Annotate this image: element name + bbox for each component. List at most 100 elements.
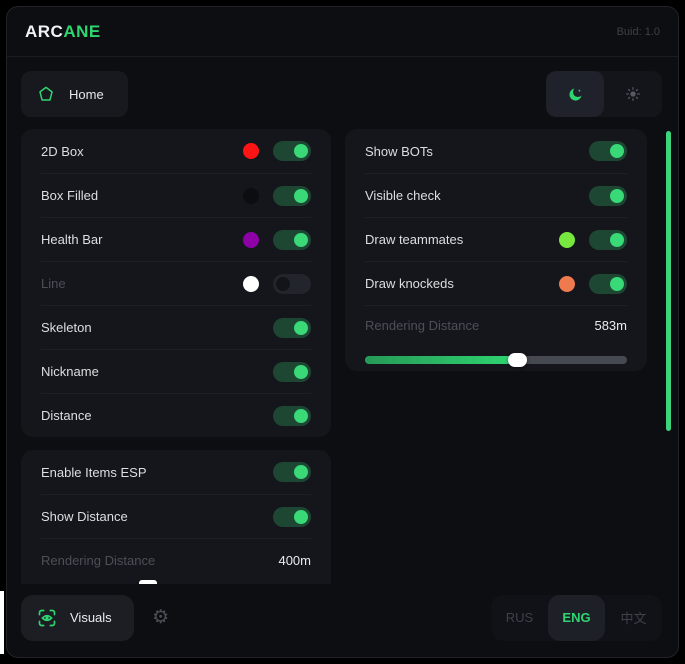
toggle-switch[interactable] bbox=[273, 185, 311, 206]
setting-row-visible-check: Visible check bbox=[365, 173, 627, 217]
tab-visuals[interactable]: Visuals bbox=[21, 594, 134, 641]
setting-label: Rendering Distance bbox=[41, 553, 156, 568]
footer-bar: Visuals ⚙ RUS ENG 中文 bbox=[7, 584, 678, 657]
footer-tabs: Visuals ⚙ bbox=[21, 594, 182, 641]
setting-label: Enable Items ESP bbox=[41, 464, 147, 480]
nav-bar: Home bbox=[7, 57, 678, 123]
setting-row-box-filled: Box Filled bbox=[41, 173, 311, 217]
color-swatch[interactable] bbox=[243, 187, 259, 204]
panel-players: Show BOTs Visible check Draw teammates D… bbox=[345, 129, 647, 371]
theme-toggle-group bbox=[546, 71, 662, 117]
slider-thumb[interactable] bbox=[507, 353, 527, 367]
toggle-knob bbox=[294, 408, 308, 423]
toggle-knob bbox=[610, 144, 624, 158]
rendering-distance-slider[interactable] bbox=[365, 349, 627, 371]
slider-thumb[interactable] bbox=[139, 580, 157, 584]
color-swatch[interactable] bbox=[243, 231, 259, 248]
setting-row-nickname: Nickname bbox=[41, 349, 311, 393]
gear-icon: ⚙ bbox=[152, 607, 170, 628]
content-area: 2D Box Box Filled Health Bar Line bbox=[7, 123, 678, 584]
rendering-distance-value: 583m bbox=[594, 318, 627, 333]
rendering-distance-value: 400m bbox=[278, 553, 311, 568]
setting-label: Show Distance bbox=[41, 509, 128, 524]
toggle-switch[interactable] bbox=[589, 185, 627, 206]
logo-prefix: ARC bbox=[25, 21, 64, 41]
setting-row-show-bots: Show BOTs bbox=[365, 129, 627, 173]
desktop-edge-artifact bbox=[0, 591, 4, 654]
toggle-knob bbox=[294, 232, 308, 247]
toggle-knob bbox=[610, 276, 624, 291]
toggle-knob bbox=[610, 188, 624, 203]
toggle-switch[interactable] bbox=[589, 273, 627, 294]
setting-label: Distance bbox=[41, 408, 92, 423]
setting-row-draw-knockeds: Draw knockeds bbox=[365, 261, 627, 305]
panel-items-esp: Enable Items ESP Show Distance Rendering… bbox=[21, 450, 331, 584]
left-column: 2D Box Box Filled Health Bar Line bbox=[21, 129, 331, 584]
setting-label: Draw knockeds bbox=[365, 276, 454, 291]
lang-zh-button[interactable]: 中文 bbox=[620, 611, 647, 626]
setting-row-enable-items-esp: Enable Items ESP bbox=[41, 450, 311, 494]
home-icon bbox=[39, 86, 53, 101]
eye-scan-icon bbox=[38, 609, 56, 626]
setting-row-rendering-distance-players: Rendering Distance 583m bbox=[365, 305, 627, 345]
setting-label: Skeleton bbox=[41, 320, 92, 335]
logo-suffix: ANE bbox=[63, 21, 101, 41]
setting-label: Line bbox=[41, 276, 66, 291]
toggle-knob bbox=[294, 364, 308, 379]
tab-home[interactable]: Home bbox=[21, 71, 128, 117]
scrollbar[interactable] bbox=[666, 131, 671, 431]
language-switcher: RUS ENG 中文 bbox=[491, 594, 662, 641]
toggle-switch[interactable] bbox=[273, 273, 311, 294]
toggle-knob bbox=[294, 509, 308, 524]
lang-eng-button[interactable]: ENG bbox=[548, 594, 605, 641]
setting-label: Rendering Distance bbox=[365, 318, 480, 333]
toggle-knob bbox=[294, 144, 308, 158]
setting-label: Health Bar bbox=[41, 232, 103, 247]
panel-player-esp: 2D Box Box Filled Health Bar Line bbox=[21, 129, 331, 437]
setting-row-health-bar: Health Bar bbox=[41, 217, 311, 261]
setting-label: 2D Box bbox=[41, 143, 84, 159]
color-swatch[interactable] bbox=[559, 231, 575, 248]
toggle-knob bbox=[610, 232, 624, 247]
slider-fill bbox=[365, 353, 527, 367]
setting-row-line: Line bbox=[41, 261, 311, 305]
toggle-switch[interactable] bbox=[273, 405, 311, 426]
app-window: ARCANE Buid: 1.0 Home bbox=[6, 6, 679, 658]
setting-row-rendering-distance-items: Rendering Distance 400m bbox=[41, 538, 311, 582]
slider-track[interactable] bbox=[365, 353, 627, 367]
setting-row-skeleton: Skeleton bbox=[41, 305, 311, 349]
color-swatch[interactable] bbox=[559, 275, 575, 292]
setting-label: Nickname bbox=[41, 364, 99, 379]
toggle-switch[interactable] bbox=[273, 361, 311, 382]
dark-mode-button[interactable] bbox=[546, 71, 604, 117]
color-swatch[interactable] bbox=[243, 143, 259, 159]
toggle-switch[interactable] bbox=[589, 141, 627, 161]
toggle-switch[interactable] bbox=[589, 229, 627, 250]
setting-row-draw-teammates: Draw teammates bbox=[365, 217, 627, 261]
toggle-switch[interactable] bbox=[273, 462, 311, 482]
toggle-knob bbox=[294, 320, 308, 335]
setting-label: Visible check bbox=[365, 188, 441, 203]
light-mode-button[interactable] bbox=[604, 71, 662, 117]
toggle-switch[interactable] bbox=[273, 141, 311, 161]
setting-label: Draw teammates bbox=[365, 232, 464, 247]
color-swatch[interactable] bbox=[243, 275, 259, 292]
toggle-knob bbox=[294, 188, 308, 203]
settings-button[interactable]: ⚙ bbox=[140, 595, 182, 641]
toggle-knob bbox=[294, 465, 308, 479]
lang-rus-button[interactable]: RUS bbox=[505, 610, 534, 625]
toggle-switch[interactable] bbox=[273, 506, 311, 527]
setting-label: Box Filled bbox=[41, 188, 99, 203]
tab-home-label: Home bbox=[69, 86, 104, 102]
toggle-switch[interactable] bbox=[273, 317, 311, 338]
title-bar: ARCANE Buid: 1.0 bbox=[7, 7, 678, 57]
toggle-switch[interactable] bbox=[273, 229, 311, 250]
setting-row-2d-box: 2D Box bbox=[41, 129, 311, 173]
tab-visuals-label: Visuals bbox=[70, 610, 112, 625]
right-column: Show BOTs Visible check Draw teammates D… bbox=[345, 129, 647, 584]
sun-icon bbox=[626, 87, 640, 101]
moon-icon bbox=[568, 87, 582, 101]
setting-label: Show BOTs bbox=[365, 143, 433, 159]
app-logo: ARCANE bbox=[25, 22, 101, 42]
build-version: Buid: 1.0 bbox=[616, 25, 660, 38]
